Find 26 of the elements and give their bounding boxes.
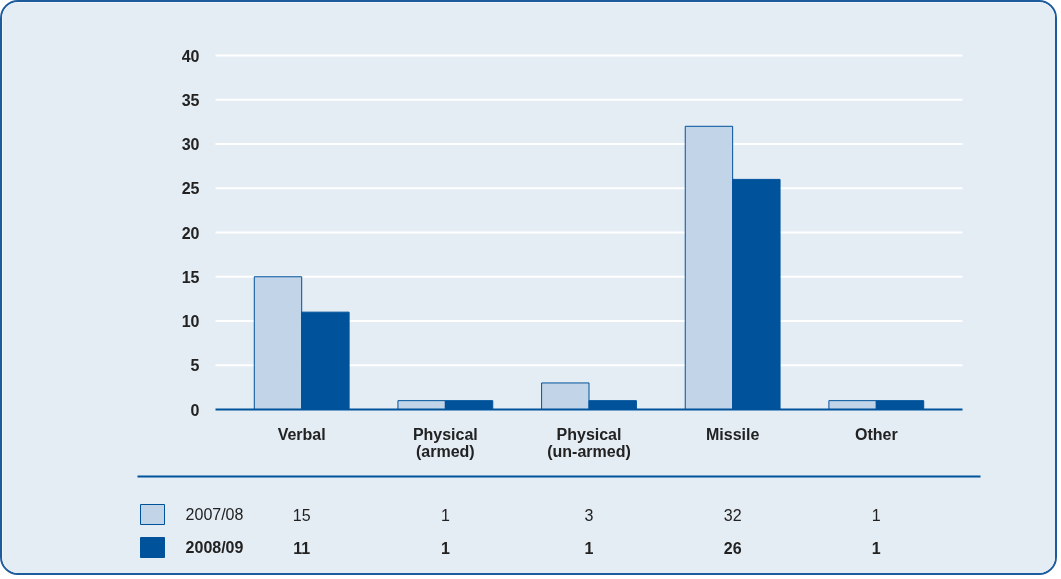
data-label: 26 (723, 539, 742, 557)
data-label: 11 (293, 539, 311, 557)
y-tick-label: 10 (181, 313, 200, 330)
x-tick-label: Physical (armed) (412, 425, 478, 460)
y-tick-label: 15 (181, 268, 200, 286)
data-label: 1 (440, 539, 450, 557)
data-label: 1 (584, 539, 594, 557)
y-tick-label: 5 (190, 357, 200, 375)
data-label: 32 (723, 506, 742, 524)
data-label: 1 (871, 539, 881, 557)
x-tick-label: Verbal (277, 425, 326, 443)
y-tick-label: 0 (190, 401, 200, 419)
y-tick-label: 30 (181, 136, 200, 153)
y-tick-label: 25 (181, 180, 200, 198)
y-tick-label: 35 (181, 91, 200, 109)
data-label: 15 (292, 506, 311, 524)
x-tick-label: Missile (705, 425, 760, 443)
legend-label: 2008/09 (185, 539, 244, 556)
x-tick-label: Physical (un-armed) (547, 425, 631, 460)
data-label: 3 (584, 506, 594, 524)
x-tick-label: Other (854, 425, 898, 443)
y-tick-label: 40 (181, 47, 200, 65)
legend-label: 2007/08 (185, 506, 244, 523)
y-tick-label: 20 (181, 224, 200, 242)
data-label: 1 (440, 506, 450, 524)
data-label: 1 (871, 506, 881, 524)
